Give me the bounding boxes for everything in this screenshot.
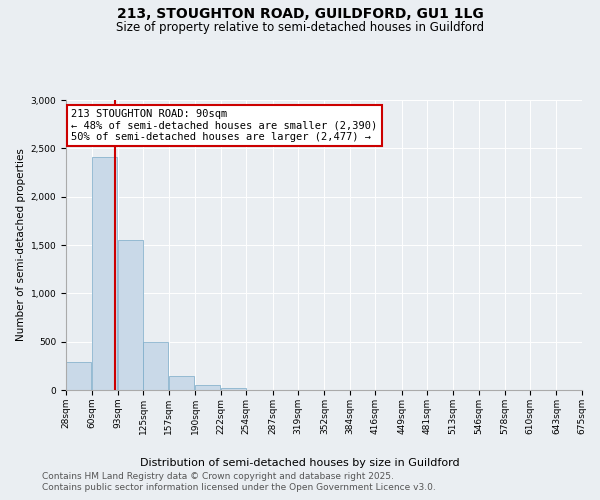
Bar: [66, 362, 91, 390]
Text: 213, STOUGHTON ROAD, GUILDFORD, GU1 1LG: 213, STOUGHTON ROAD, GUILDFORD, GU1 1LG: [116, 8, 484, 22]
Y-axis label: Number of semi-detached properties: Number of semi-detached properties: [16, 148, 26, 342]
Text: Contains public sector information licensed under the Open Government Licence v3: Contains public sector information licen…: [42, 484, 436, 492]
Bar: [195, 385, 220, 390]
Bar: [118, 240, 143, 390]
Bar: [169, 376, 194, 390]
Text: Distribution of semi-detached houses by size in Guildford: Distribution of semi-detached houses by …: [140, 458, 460, 468]
Text: 213 STOUGHTON ROAD: 90sqm
← 48% of semi-detached houses are smaller (2,390)
50% : 213 STOUGHTON ROAD: 90sqm ← 48% of semi-…: [71, 108, 377, 142]
Bar: [143, 342, 169, 390]
Text: Contains HM Land Registry data © Crown copyright and database right 2025.: Contains HM Land Registry data © Crown c…: [42, 472, 394, 481]
Bar: [92, 157, 116, 390]
Bar: [221, 388, 246, 390]
Text: Size of property relative to semi-detached houses in Guildford: Size of property relative to semi-detach…: [116, 21, 484, 34]
